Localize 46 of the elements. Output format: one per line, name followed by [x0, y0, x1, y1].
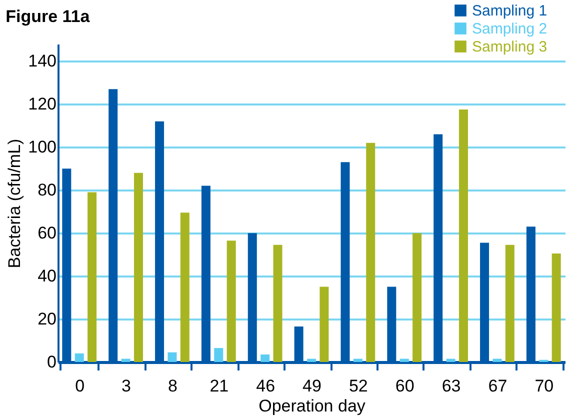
bar — [446, 358, 456, 362]
bar — [492, 358, 502, 362]
x-tick-label: 70 — [534, 376, 554, 396]
bar — [74, 353, 84, 362]
bar — [226, 240, 236, 362]
x-axis-title: Operation day — [258, 396, 366, 416]
x-tick-label: 52 — [348, 376, 368, 396]
y-tick-label: 100 — [28, 138, 56, 157]
y-tick-label: 60 — [38, 224, 56, 243]
bar — [307, 358, 316, 362]
legend-label: Sampling 2 — [472, 20, 548, 38]
bar — [320, 286, 329, 362]
x-tick-label: 21 — [210, 376, 229, 396]
x-tick-label: 60 — [395, 376, 414, 396]
bar — [168, 352, 177, 362]
x-tick-label: 8 — [168, 376, 178, 396]
x-tick-label: 49 — [302, 376, 322, 396]
y-tick-label: 80 — [38, 180, 56, 200]
bar — [260, 354, 270, 362]
y-tick-label: 120 — [28, 94, 56, 114]
y-tick-label: 140 — [28, 52, 56, 71]
bar — [505, 244, 514, 362]
y-tick-label: 20 — [38, 310, 56, 329]
x-tick-label: 46 — [256, 376, 276, 396]
bar — [88, 192, 97, 362]
bar — [214, 348, 224, 362]
y-axis-title: Bacteria (cfu/mL) — [5, 138, 24, 268]
bar — [412, 233, 422, 362]
y-tick-label: 0 — [47, 352, 56, 372]
chart-title: Figure 11a — [6, 7, 90, 26]
bar — [121, 358, 130, 362]
bar — [180, 212, 190, 362]
x-tick-label: 0 — [75, 376, 85, 396]
legend-label: Sampling 1 — [472, 2, 548, 20]
bar — [458, 110, 468, 362]
bar — [366, 142, 376, 362]
x-tick-label: 63 — [442, 376, 461, 396]
bar — [353, 358, 362, 362]
x-tick-label: 3 — [122, 376, 132, 396]
bar — [552, 253, 561, 362]
x-tick-label: 67 — [488, 376, 508, 396]
legend-label: Sampling 3 — [472, 38, 548, 56]
bar — [273, 244, 282, 362]
y-tick-label: 40 — [38, 266, 56, 286]
bar — [134, 172, 143, 362]
bar — [400, 358, 409, 362]
